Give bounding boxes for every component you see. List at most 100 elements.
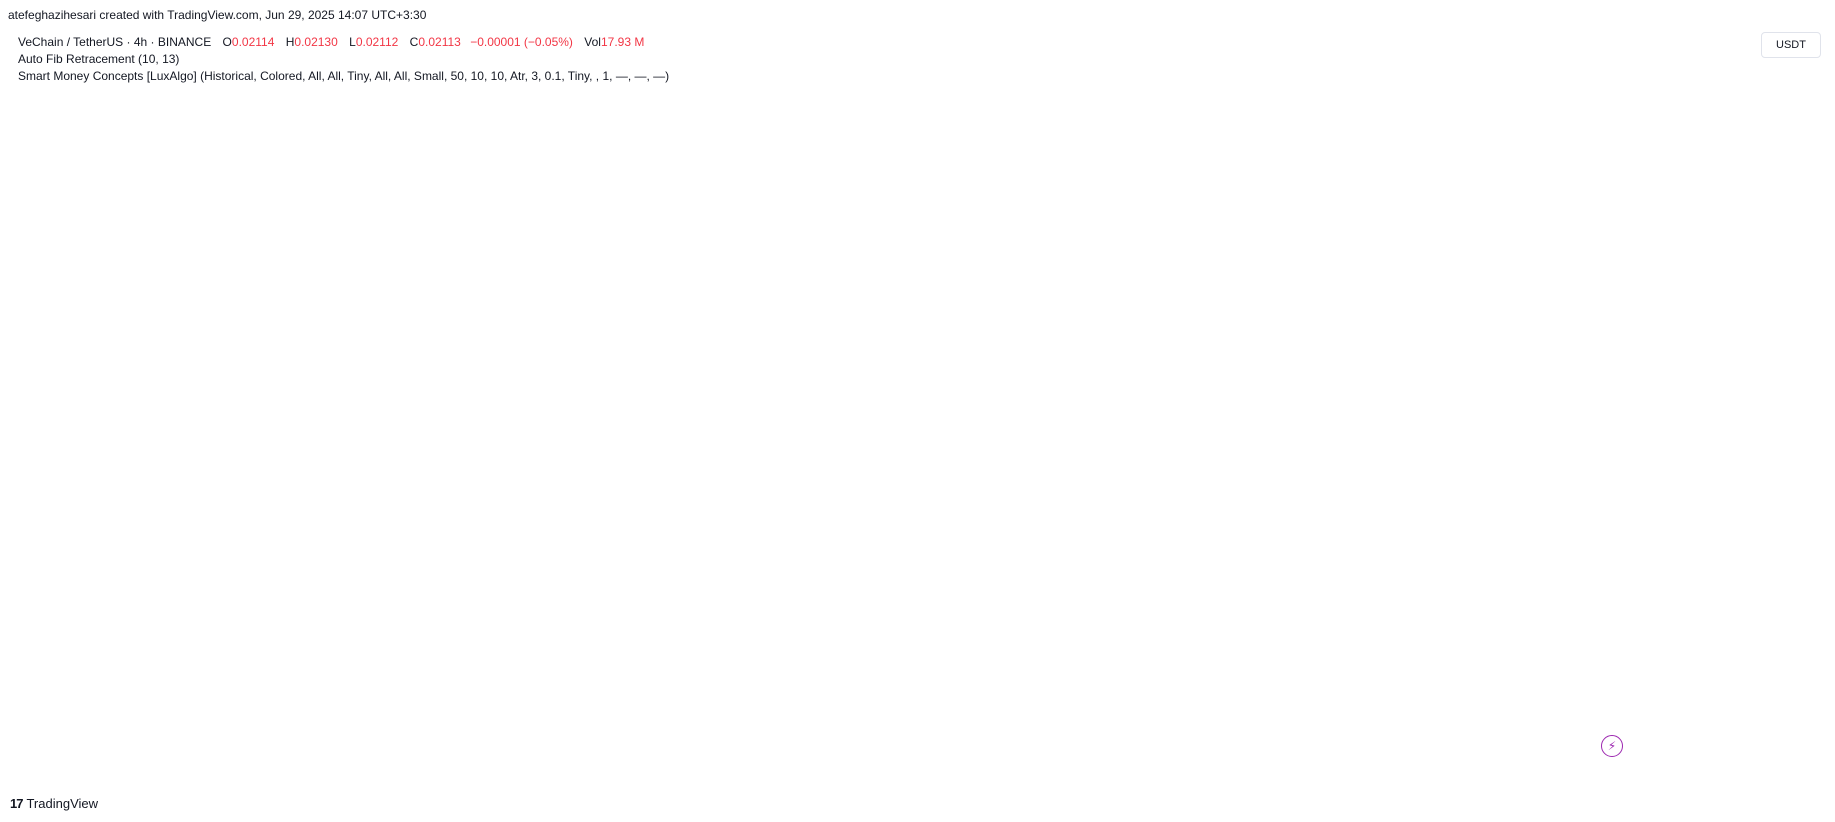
candle-body bbox=[1465, 565, 1473, 570]
weak-low-label: Weak bbox=[1740, 757, 1756, 763]
candle-body bbox=[103, 133, 111, 151]
price-label-box bbox=[1758, 510, 1820, 527]
candle-body bbox=[1094, 527, 1102, 537]
candle-body bbox=[618, 368, 625, 371]
candle-body bbox=[742, 319, 749, 337]
candle-body bbox=[427, 354, 435, 360]
candle-body bbox=[408, 340, 416, 348]
candle-body bbox=[751, 301, 759, 320]
candle-body bbox=[1151, 525, 1159, 535]
candle-body bbox=[608, 355, 616, 369]
candle-body bbox=[1084, 519, 1092, 528]
candle-body bbox=[208, 324, 216, 346]
candle-body bbox=[694, 365, 702, 367]
candle-body bbox=[313, 369, 321, 376]
candle-body bbox=[237, 375, 244, 388]
candle-body bbox=[1380, 534, 1387, 537]
discount-label: Discount bbox=[529, 754, 565, 764]
candle-body bbox=[894, 449, 902, 460]
candle-body bbox=[503, 418, 511, 420]
candle-body bbox=[122, 165, 130, 179]
smc-label: EQH bbox=[826, 328, 841, 335]
candle-body bbox=[1103, 536, 1111, 543]
candle-body bbox=[94, 133, 102, 161]
legend-indicator-fib[interactable]: Auto Fib Retracement (10, 13) bbox=[18, 52, 180, 66]
time-tick-label: 19 bbox=[1155, 768, 1167, 780]
legend-close-label: C bbox=[409, 35, 419, 49]
candle-body bbox=[1065, 489, 1073, 523]
candle-body bbox=[770, 270, 778, 284]
candle-body bbox=[570, 366, 578, 380]
candle-body bbox=[656, 366, 663, 376]
time-axis[interactable]: 25 27 29 Jun 3 5 7 9 11 13 15 17 19 21 23 25 27 29 Jul bbox=[50, 768, 1699, 780]
candle-body bbox=[1561, 589, 1568, 594]
symbol-tag-box bbox=[1700, 552, 1755, 569]
chart-grid bbox=[0, 20, 1756, 790]
candle-body bbox=[46, 146, 54, 171]
legend-symbol[interactable]: VeChain / TetherUS · 4h · BINANCE bbox=[18, 35, 212, 49]
candle-body bbox=[246, 379, 254, 388]
candle-body bbox=[494, 414, 502, 419]
candle-body bbox=[1580, 568, 1587, 580]
candle-body bbox=[418, 347, 425, 355]
candle-body bbox=[1332, 661, 1340, 667]
candle-body bbox=[389, 338, 397, 341]
candle-body bbox=[1542, 598, 1549, 600]
candle-body bbox=[1142, 532, 1149, 535]
candle-body bbox=[799, 235, 806, 256]
candle-body bbox=[342, 353, 349, 373]
time-tick-label: 17 bbox=[1066, 768, 1078, 780]
candle-body bbox=[637, 374, 644, 381]
candle-body bbox=[675, 359, 682, 362]
candle-body bbox=[780, 252, 787, 271]
candle-body bbox=[903, 459, 911, 483]
candlestick-series bbox=[8, 123, 1616, 700]
candle-body bbox=[361, 326, 368, 336]
candle-body bbox=[322, 365, 330, 370]
candle-body bbox=[1608, 554, 1616, 561]
legend-close-value: 0.02113 bbox=[418, 35, 461, 49]
smc-label: BOS bbox=[1529, 563, 1544, 570]
candle-body bbox=[627, 370, 635, 375]
candle-body bbox=[665, 361, 673, 367]
tradingview-logo[interactable]: 17 TradingView bbox=[10, 796, 98, 811]
candle-body bbox=[1284, 656, 1292, 678]
candle-body bbox=[951, 487, 959, 489]
candle-body bbox=[465, 385, 473, 395]
currency-selector[interactable]: USDT bbox=[1761, 32, 1821, 58]
smc-label: CHoCH bbox=[1290, 542, 1314, 549]
legend-high-label: H bbox=[285, 35, 295, 49]
smc-label: EQH bbox=[459, 333, 474, 340]
candle-body bbox=[1113, 542, 1121, 545]
candle-body bbox=[199, 306, 206, 325]
candle-body bbox=[1408, 535, 1416, 546]
candle-body bbox=[1294, 677, 1302, 696]
price-label-text: 0.02180 bbox=[1769, 513, 1809, 525]
candle-body bbox=[1322, 666, 1330, 674]
price-tick-label: 0.02900 bbox=[1762, 60, 1802, 72]
candle-body bbox=[1246, 576, 1254, 593]
supply-zone-low bbox=[1222, 502, 1755, 517]
candle-body bbox=[875, 377, 882, 411]
candle-body bbox=[1599, 544, 1606, 555]
candle-body bbox=[275, 361, 282, 376]
price-tick-label: 0.02500 bbox=[1762, 312, 1802, 324]
time-tick-label: 15 bbox=[978, 768, 990, 780]
legend-indicator-smc[interactable]: Smart Money Concepts [LuxAlgo] (Historic… bbox=[18, 69, 670, 83]
candle-body bbox=[8, 127, 16, 134]
time-tick-label: 3 bbox=[451, 768, 457, 780]
smc-label: CHoCH bbox=[1224, 437, 1248, 444]
candle-body bbox=[1227, 548, 1235, 566]
candle-body bbox=[332, 365, 340, 373]
candle-body bbox=[1418, 545, 1425, 549]
candle-body bbox=[84, 160, 92, 194]
legend-volume-label: Vol bbox=[584, 35, 601, 49]
lightning-icon[interactable]: ⚡ bbox=[1601, 735, 1623, 757]
price-tick-label: 0.01800 bbox=[1762, 753, 1802, 765]
time-tick-label: 11 bbox=[802, 768, 813, 780]
candle-body bbox=[703, 365, 711, 378]
candle-body bbox=[1399, 535, 1406, 541]
price-axis[interactable]: 0.02900 0.02800 0.02700 0.02600 0.02500 0.024… bbox=[1700, 60, 1820, 765]
candle-body bbox=[1389, 534, 1397, 541]
